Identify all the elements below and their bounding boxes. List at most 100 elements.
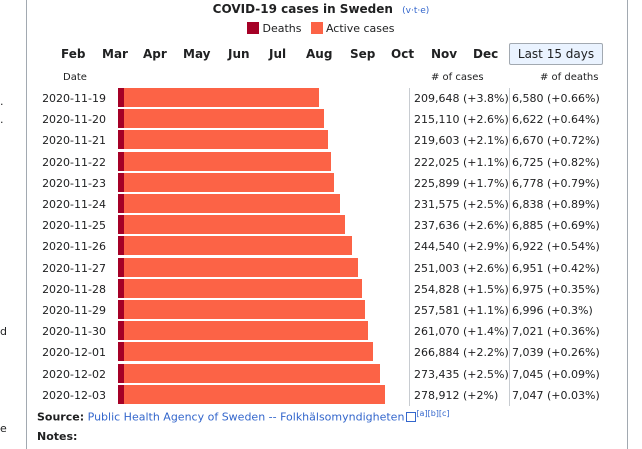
chart-title-bar: COVID-19 cases in Sweden (v·t·e) bbox=[0, 2, 642, 16]
row-cases: 215,110 (+2.6%) bbox=[414, 113, 509, 127]
bar-active-segment bbox=[124, 278, 362, 298]
month-button-dec[interactable]: Dec bbox=[473, 47, 499, 61]
row-deaths: 6,838 (+0.89%) bbox=[512, 198, 600, 211]
bar bbox=[118, 172, 334, 192]
bar-deaths-segment bbox=[118, 194, 124, 213]
bar bbox=[118, 300, 365, 319]
month-button-jul[interactable]: Jul bbox=[269, 47, 287, 61]
table-row: 2020-11-27 251,003 (+2.6%) 6,951 (+0.42%) bbox=[0, 257, 642, 279]
edit-link[interactable]: e bbox=[420, 6, 426, 16]
date-column-header: Date bbox=[63, 72, 87, 83]
bar-deaths-segment bbox=[118, 278, 124, 298]
table-row: 2020-12-02 273,435 (+2.5%) 7,045 (+0.09%) bbox=[0, 363, 642, 385]
row-cases: 231,575 (+2.5%) bbox=[414, 198, 509, 211]
view-link[interactable]: v bbox=[405, 6, 411, 16]
bar-deaths-segment bbox=[118, 300, 124, 319]
edge-char: e bbox=[0, 422, 7, 435]
row-cases: 266,884 (+2.2%) bbox=[414, 346, 509, 360]
row-cases: 225,899 (+1.7%) bbox=[414, 176, 509, 190]
table-row: 2020-11-25 237,636 (+2.6%) 6,885 (+0.69%) bbox=[0, 215, 642, 236]
row-cases: 251,003 (+2.6%) bbox=[414, 261, 509, 275]
bar bbox=[118, 109, 324, 129]
table-row: 2020-11-24 231,575 (+2.5%) 6,838 (+0.89%) bbox=[0, 194, 642, 215]
month-button-oct[interactable]: Oct bbox=[391, 47, 415, 61]
row-date: 2020-11-24 bbox=[42, 198, 106, 211]
row-date: 2020-12-03 bbox=[42, 388, 106, 402]
row-deaths: 6,975 (+0.35%) bbox=[512, 282, 600, 296]
table-row: 2020-11-21 219,603 (+2.1%) 6,670 (+0.72%) bbox=[0, 130, 642, 151]
table-row: 2020-12-03 278,912 (+2%) 7,047 (+0.03%) bbox=[0, 384, 642, 406]
source-link[interactable]: Public Health Agency of Sweden -- Folkhä… bbox=[87, 410, 405, 424]
bar-deaths-segment bbox=[118, 88, 124, 107]
month-button-mar[interactable]: Mar bbox=[102, 47, 128, 61]
month-button-aug[interactable]: Aug bbox=[306, 47, 333, 61]
edge-char: d bbox=[0, 325, 7, 338]
row-date: 2020-12-01 bbox=[42, 346, 106, 360]
row-date: 2020-11-25 bbox=[42, 219, 106, 233]
bar-deaths-segment bbox=[118, 384, 124, 404]
row-cases: 222,025 (+1.1%) bbox=[414, 155, 509, 169]
bar-deaths-segment bbox=[118, 130, 124, 150]
page-edge: · · d e bbox=[0, 0, 30, 449]
legend-active: Active cases bbox=[310, 22, 395, 35]
month-button-apr[interactable]: Apr bbox=[143, 47, 167, 61]
bar-active-segment bbox=[124, 88, 319, 107]
legend-deaths: Deaths bbox=[247, 22, 301, 35]
bar-active-segment bbox=[124, 384, 385, 404]
row-deaths: 6,725 (+0.82%) bbox=[512, 155, 600, 169]
month-button-sep[interactable]: Sep bbox=[350, 47, 376, 61]
row-date: 2020-11-27 bbox=[42, 261, 106, 275]
bar bbox=[118, 215, 345, 235]
row-deaths: 6,670 (+0.72%) bbox=[512, 134, 600, 148]
row-deaths: 7,047 (+0.03%) bbox=[512, 388, 600, 402]
bar-deaths-segment bbox=[118, 363, 124, 383]
row-date: 2020-11-28 bbox=[42, 282, 106, 296]
column-divider bbox=[509, 88, 510, 406]
row-deaths: 6,580 (+0.66%) bbox=[512, 92, 600, 105]
row-date: 2020-11-20 bbox=[42, 113, 106, 127]
bar-active-segment bbox=[124, 172, 334, 192]
chart-title: COVID-19 cases in Sweden bbox=[212, 2, 393, 16]
row-deaths: 7,021 (+0.36%) bbox=[512, 325, 600, 339]
bar-deaths-segment bbox=[118, 321, 124, 341]
bar bbox=[118, 151, 331, 171]
row-date: 2020-11-26 bbox=[42, 240, 106, 254]
row-cases: 244,540 (+2.9%) bbox=[414, 240, 509, 254]
row-date: 2020-11-22 bbox=[42, 155, 106, 169]
source-references[interactable]: [a][b][c] bbox=[416, 409, 450, 418]
external-link-icon bbox=[406, 411, 417, 422]
bar-deaths-segment bbox=[118, 151, 124, 171]
talk-link[interactable]: t bbox=[413, 6, 418, 16]
month-button-feb[interactable]: Feb bbox=[61, 47, 86, 61]
table-row: 2020-11-26 244,540 (+2.9%) 6,922 (+0.54%) bbox=[0, 236, 642, 257]
last-15-days-button[interactable]: Last 15 days bbox=[509, 43, 603, 65]
bar-active-segment bbox=[124, 257, 358, 277]
table-row: 2020-11-22 222,025 (+1.1%) 6,725 (+0.82%) bbox=[0, 151, 642, 173]
vte-links: (v·t·e) bbox=[402, 6, 430, 16]
bar bbox=[118, 384, 385, 404]
bar-active-segment bbox=[124, 321, 368, 341]
table-row: 2020-12-01 266,884 (+2.2%) 7,039 (+0.26%) bbox=[0, 342, 642, 363]
bar-active-segment bbox=[124, 236, 352, 256]
column-divider bbox=[409, 88, 410, 406]
left-border bbox=[26, 0, 27, 449]
row-date: 2020-12-02 bbox=[42, 367, 106, 381]
row-deaths: 6,951 (+0.42%) bbox=[512, 261, 600, 275]
month-button-nov[interactable]: Nov bbox=[431, 47, 458, 61]
bar bbox=[118, 363, 380, 383]
bar-deaths-segment bbox=[118, 109, 124, 129]
bar-active-segment bbox=[124, 130, 328, 150]
bar-active-segment bbox=[124, 342, 373, 362]
row-cases: 257,581 (+1.1%) bbox=[414, 304, 509, 317]
row-cases: 237,636 (+2.6%) bbox=[414, 219, 509, 233]
legend-active-label: Active cases bbox=[325, 22, 395, 35]
month-button-jun[interactable]: Jun bbox=[228, 47, 250, 61]
right-border bbox=[627, 0, 628, 449]
bar bbox=[118, 278, 362, 298]
table-row: 2020-11-28 254,828 (+1.5%) 6,975 (+0.35%) bbox=[0, 278, 642, 300]
bar-deaths-segment bbox=[118, 172, 124, 192]
bar bbox=[118, 342, 373, 362]
bar-active-segment bbox=[124, 300, 365, 319]
month-button-may[interactable]: May bbox=[183, 47, 211, 61]
bar bbox=[118, 236, 352, 256]
